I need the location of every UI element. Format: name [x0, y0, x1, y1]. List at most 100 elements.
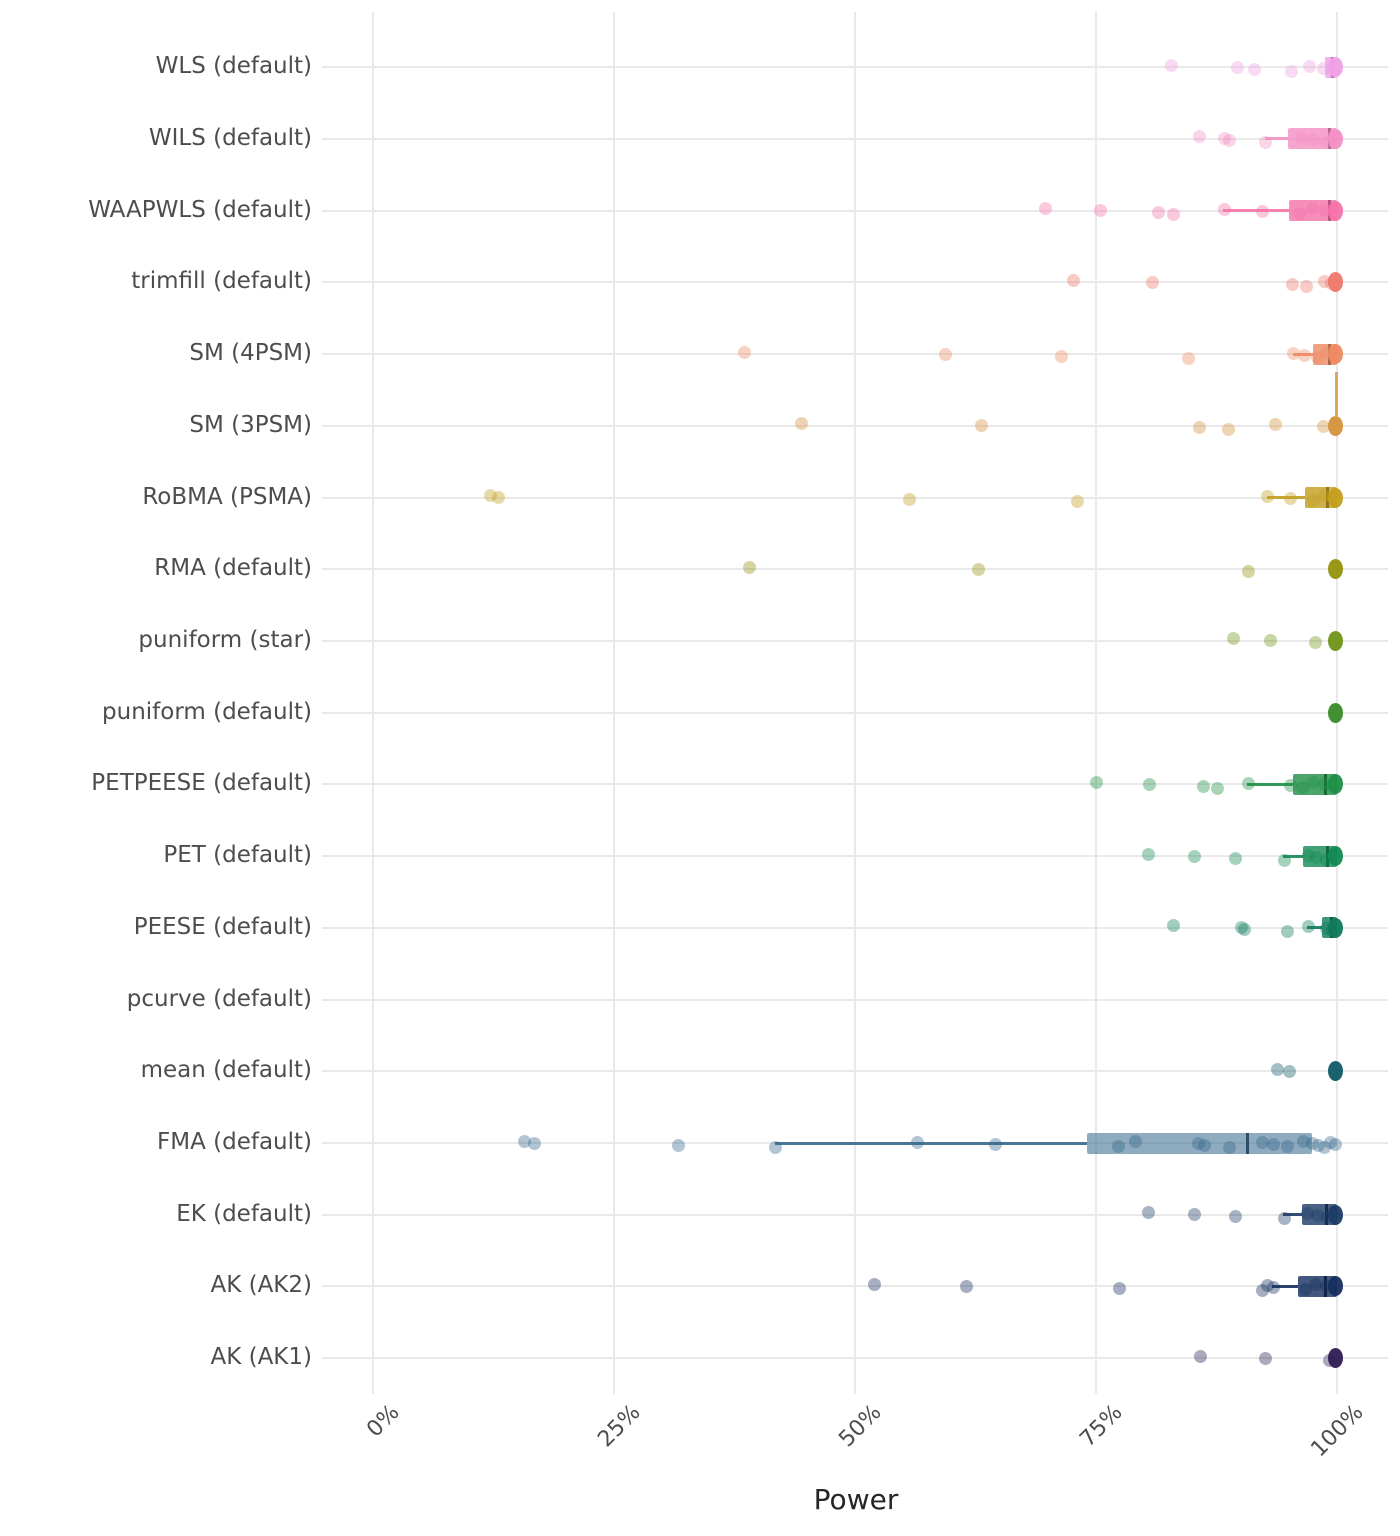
cluster-blob-100 [1328, 128, 1344, 149]
density-tail [1334, 371, 1338, 416]
jitter-point [911, 1135, 925, 1149]
x-axis-tick-label: 100% [1306, 1400, 1369, 1463]
jitter-point [1281, 1139, 1295, 1153]
jitter-point [1129, 1134, 1143, 1148]
y-axis-label: puniform (default) [102, 698, 312, 725]
jitter-point [1166, 208, 1180, 222]
jitter-point [1259, 136, 1273, 150]
y-gridline [322, 1285, 1388, 1288]
jitter-point [1301, 920, 1315, 934]
jitter-point [672, 1138, 686, 1152]
jitter-point [1187, 849, 1201, 863]
cluster-blob-100 [1328, 917, 1344, 938]
jitter-point [867, 1277, 881, 1291]
jitter-point [1307, 133, 1321, 147]
y-gridline [322, 209, 1388, 212]
jitter-point [1284, 492, 1298, 506]
cluster-blob-100 [1328, 846, 1344, 867]
x-axis-tick-label: 75% [1075, 1400, 1128, 1453]
jitter-point [1182, 351, 1196, 365]
y-gridline [322, 353, 1388, 356]
y-gridline [322, 783, 1388, 786]
jitter-point [1294, 131, 1308, 145]
jitter-point [1192, 421, 1206, 435]
cluster-blob-100 [1328, 272, 1344, 293]
x-gridline [372, 12, 374, 1394]
jitter-point [1237, 923, 1251, 937]
x-axis-tick-label: 25% [593, 1400, 646, 1453]
x-gridline [613, 12, 615, 1394]
jitter-point [1241, 564, 1255, 578]
jitter-point [769, 1140, 783, 1154]
jitter-point [1111, 1139, 1125, 1153]
jitter-point [1259, 1351, 1273, 1365]
jitter-point [1146, 275, 1160, 289]
y-axis-label: WLS (default) [155, 53, 312, 80]
cluster-blob-100 [1328, 415, 1344, 436]
y-gridline [322, 496, 1388, 499]
box-median-line [1245, 1132, 1249, 1154]
cluster-blob-100 [1328, 1204, 1344, 1225]
jitter-point [1094, 204, 1108, 218]
jitter-point [737, 345, 751, 359]
jitter-point [1229, 1210, 1243, 1224]
jitter-point [1264, 634, 1278, 648]
y-axis-label: pcurve (default) [126, 985, 312, 1012]
jitter-point [939, 347, 953, 361]
jitter-point [1266, 1280, 1280, 1294]
y-gridline [322, 424, 1388, 427]
cluster-blob-100 [1328, 559, 1344, 580]
jitter-point [491, 491, 505, 505]
jitter-point [1328, 1137, 1342, 1151]
jitter-point [1221, 423, 1235, 437]
box-whisker [1264, 137, 1288, 141]
x-axis-tick-label: 0% [362, 1400, 405, 1443]
jitter-point [1222, 134, 1236, 148]
jitter-point [1187, 1208, 1201, 1222]
jitter-point [1292, 207, 1306, 221]
jitter-point [1196, 779, 1210, 793]
y-axis-label: AK (AK1) [210, 1344, 312, 1371]
jitter-point [528, 1136, 542, 1150]
y-axis-label: puniform (star) [138, 626, 312, 653]
y-axis-label: FMA (default) [157, 1129, 312, 1155]
y-axis-label: PEESE (default) [133, 913, 312, 940]
cluster-blob-100 [1328, 200, 1344, 221]
jitter-point [1283, 1064, 1297, 1078]
jitter-point [974, 419, 988, 433]
jitter-point [1306, 202, 1320, 216]
jitter-point [1227, 632, 1241, 646]
y-gridline [322, 281, 1388, 284]
cluster-blob-100 [1328, 702, 1344, 723]
jitter-point [1281, 925, 1295, 939]
jitter-point [1193, 1349, 1207, 1363]
jitter-point [1152, 206, 1166, 220]
x-axis-tick-label: 50% [834, 1400, 887, 1453]
y-axis-label: AK (AK2) [210, 1272, 312, 1299]
jitter-point [1261, 490, 1275, 504]
jitter-point [1089, 775, 1103, 789]
y-axis-label: EK (default) [176, 1200, 312, 1227]
y-gridline [322, 1357, 1388, 1360]
y-gridline [322, 568, 1388, 571]
y-axis-label: PETPEESE (default) [91, 770, 312, 797]
jitter-point [1197, 1138, 1211, 1152]
y-gridline [322, 1213, 1388, 1216]
jitter-point [1142, 777, 1156, 791]
jitter-point [1231, 60, 1245, 74]
jitter-point [1141, 847, 1155, 861]
jitter-point [1141, 1206, 1155, 1220]
jitter-point [1054, 349, 1068, 363]
jitter-point [1247, 62, 1261, 76]
jitter-point [1285, 64, 1299, 78]
jitter-point [1112, 1281, 1126, 1295]
y-gridline [322, 926, 1388, 929]
y-gridline [322, 66, 1388, 69]
y-gridline [322, 711, 1388, 714]
jitter-point [1286, 277, 1300, 291]
y-axis-label: SM (4PSM) [189, 340, 312, 367]
jitter-point [1256, 205, 1270, 219]
jitter-point [1164, 58, 1178, 72]
jitter-point [989, 1137, 1003, 1151]
